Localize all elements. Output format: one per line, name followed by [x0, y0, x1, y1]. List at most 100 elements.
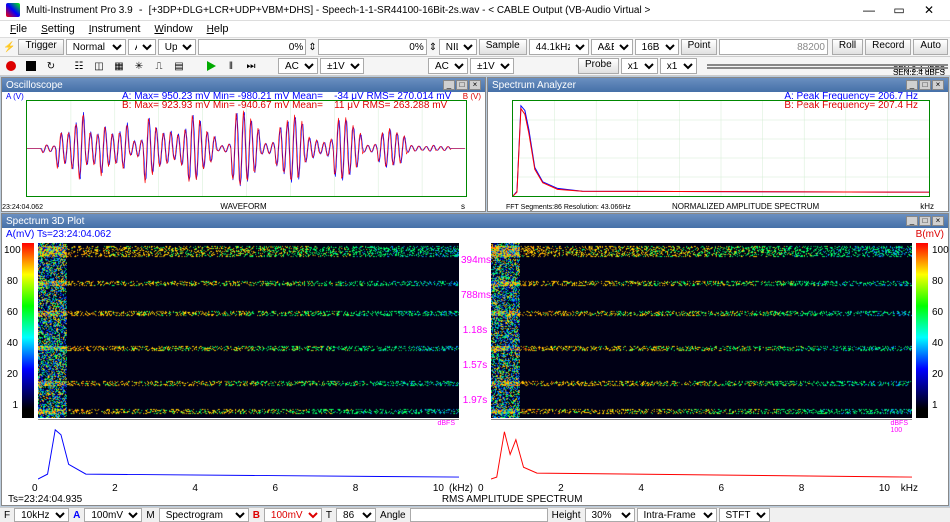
spectrogram-a-img [38, 243, 459, 418]
app-icon [6, 3, 20, 17]
menu-window[interactable]: Window [148, 21, 198, 37]
range-select-a[interactable]: ±1V [320, 58, 364, 74]
spec-xlabel: NORMALIZED AMPLITUDE SPECTRUM [672, 202, 819, 211]
star-icon[interactable]: ✳ [130, 57, 148, 75]
rate-select[interactable]: 44.1kHz [529, 39, 589, 55]
sb-m-select[interactable]: Spectrogram [159, 508, 249, 522]
nil-select[interactable]: NIL [439, 39, 477, 55]
spectrogram-b[interactable]: dBFS100 [491, 243, 912, 481]
sb-f-select[interactable]: 10kHz [14, 508, 69, 522]
spectrum-title: Spectrum Analyzer [492, 80, 576, 91]
spec-min-icon[interactable]: _ [906, 80, 918, 90]
spectrum-3d-title: Spectrum 3D Plot [6, 216, 84, 227]
spectrum-3d-header: Spectrum 3D Plot _□× [2, 214, 948, 228]
sb-height-select[interactable]: 30% [585, 508, 635, 522]
doc-icon[interactable]: ☷ [70, 57, 88, 75]
stop-icon[interactable] [22, 57, 40, 75]
points-input[interactable] [719, 39, 827, 55]
lightning-icon[interactable]: ⚡ [2, 38, 16, 56]
delay-input[interactable] [198, 39, 306, 55]
colorbar-left [22, 243, 34, 418]
oscilloscope-panel: Oscilloscope _□× A: Max= 950.23 mV Min= … [1, 77, 486, 212]
oscilloscope-title: Oscilloscope [6, 80, 63, 91]
statusbar: F 10kHz A 100mV M Spectrogram B 100mV T … [0, 507, 950, 522]
run-icon[interactable] [202, 57, 220, 75]
menu-file[interactable]: File [4, 21, 33, 37]
sb-m: M [144, 510, 156, 521]
sb-height: Height [550, 510, 583, 521]
menu-help[interactable]: Help [201, 21, 235, 37]
roll-button[interactable]: Roll [832, 39, 863, 55]
sb-stft-select[interactable]: STFT [719, 508, 770, 522]
ac-select-b[interactable]: AC [428, 58, 468, 74]
bits-select[interactable]: 16Bit [635, 39, 679, 55]
ab-select[interactable]: A&B [591, 39, 633, 55]
oscilloscope-plot[interactable]: A: Max= 950.23 mV Min= -980.21 mV Mean= … [2, 92, 485, 211]
minimize-button[interactable]: — [854, 0, 884, 20]
gen-icon[interactable]: ⎍ [150, 57, 168, 75]
sb-a-select[interactable]: 100mV [84, 508, 142, 522]
record-button[interactable]: Record [865, 39, 911, 55]
range-select-b[interactable]: ±1V [470, 58, 514, 74]
sb-f: F [2, 510, 12, 521]
menu-instrument[interactable]: Instrument [83, 21, 147, 37]
colorbar-right [916, 243, 928, 418]
osc-max-icon[interactable]: □ [456, 80, 468, 90]
probe-button[interactable]: Probe [578, 58, 619, 74]
probe-b-select[interactable]: x1 [660, 58, 697, 74]
spectrogram-a[interactable]: dBFS [38, 243, 459, 481]
record-icon[interactable] [2, 57, 20, 75]
probe-a-select[interactable]: x1 [621, 58, 658, 74]
step-icon[interactable]: ⏭ [242, 57, 260, 75]
trigger-button[interactable]: Trigger [18, 39, 63, 55]
osc-min-icon[interactable]: _ [443, 80, 455, 90]
sample-button[interactable]: Sample [479, 39, 527, 55]
osc-waveform [26, 100, 467, 197]
spectrum-plot[interactable]: A: Peak Frequency= 206.7 Hz B: Peak Freq… [488, 92, 948, 211]
s3d-close-icon[interactable]: × [932, 216, 944, 226]
sb-b: B [251, 510, 262, 521]
vu-meter-l [707, 64, 948, 66]
play-icon[interactable]: ↻ [42, 57, 60, 75]
osc-close-icon[interactable]: × [469, 80, 481, 90]
spec-icon[interactable]: ◫ [90, 57, 108, 75]
auto-button[interactable]: Auto [913, 39, 948, 55]
sb-angle-input[interactable] [410, 508, 548, 522]
point-button[interactable]: Point [681, 39, 718, 55]
close-button[interactable]: ✕ [914, 0, 944, 20]
time-markers: 394ms788ms1.18s1.57s1.97s [461, 243, 489, 418]
spec-max-icon[interactable]: □ [919, 80, 931, 90]
s3d-below-lbl: RMS AMPLITUDE SPECTRUM [442, 494, 583, 505]
channel-select[interactable]: A [128, 39, 156, 55]
sb-t-select[interactable]: 86 [336, 508, 376, 522]
s3d-min-icon[interactable]: _ [906, 216, 918, 226]
pause-icon[interactable]: ‖ [222, 57, 240, 75]
menu-setting[interactable]: Setting [35, 21, 81, 37]
window-title: Multi-Instrument Pro 3.9 - [+3DP+DLG+LCR… [26, 4, 854, 16]
spectrogram-b-img [491, 243, 912, 418]
toolbar-2: ↻ ☷ ◫ ▦ ✳ ⎍ ▤ ‖ ⏭ AC ±1V AC ±1V Probe x1… [0, 57, 950, 76]
sb-b-select[interactable]: 100mV [264, 508, 322, 522]
ac-select-a[interactable]: AC [278, 58, 318, 74]
s3d-max-icon[interactable]: □ [919, 216, 931, 226]
page-icon[interactable]: ▤ [170, 57, 188, 75]
sb-angle: Angle [378, 510, 408, 521]
spectrum-curve [512, 100, 930, 197]
toolbar-1: ⚡ Trigger Normal A Up ⇕ ⇕ NIL Sample 44.… [0, 38, 950, 57]
oscilloscope-header: Oscilloscope _□× [2, 78, 485, 92]
s3d-ylabel-r: B(mV) [916, 229, 944, 240]
spectrum-panel: Spectrum Analyzer _□× A: Peak Frequency=… [487, 77, 949, 212]
titlebar: Multi-Instrument Pro 3.9 - [+3DP+DLG+LCR… [0, 0, 950, 21]
3d-icon[interactable]: ▦ [110, 57, 128, 75]
menubar: File Setting Instrument Window Help [0, 21, 950, 38]
spectrum-3d-panel: Spectrum 3D Plot _□× A(mV) Ts=23:24:04.0… [1, 213, 949, 506]
maximize-button[interactable]: ▭ [884, 0, 914, 20]
sb-intra-select[interactable]: Intra-Frame [637, 508, 717, 522]
level-input[interactable] [318, 39, 426, 55]
edge-select[interactable]: Up [158, 39, 196, 55]
osc-xlabel: WAVEFORM [220, 202, 266, 211]
sb-t: T [324, 510, 334, 521]
osc-time: =23:24:04.062 [2, 204, 43, 211]
spec-close-icon[interactable]: × [932, 80, 944, 90]
trigger-mode-select[interactable]: Normal [66, 39, 126, 55]
